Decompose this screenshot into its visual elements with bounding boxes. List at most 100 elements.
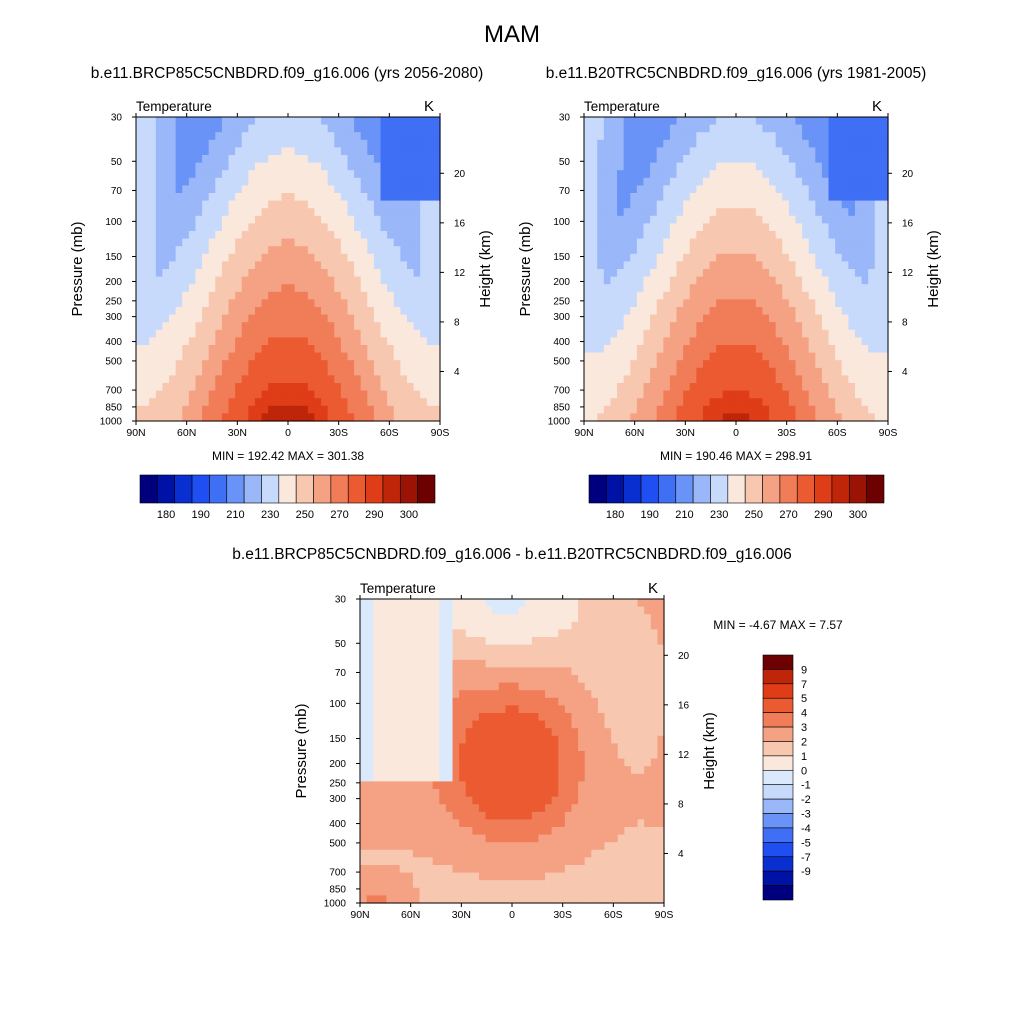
contour-cell — [281, 413, 288, 421]
contour-cell — [868, 201, 875, 209]
contour-cell — [578, 599, 585, 607]
contour-cell — [308, 322, 315, 330]
contour-cell — [374, 284, 381, 292]
contour-cell — [308, 163, 315, 171]
contour-cell — [275, 254, 282, 262]
contour-cell — [558, 683, 565, 691]
y-tick-label: 300 — [105, 312, 122, 323]
contour-cell — [367, 155, 374, 163]
contour-cell — [683, 284, 690, 292]
contour-cell — [202, 315, 209, 323]
contour-cell — [229, 147, 236, 155]
contour-cell — [855, 147, 862, 155]
contour-cell — [512, 781, 519, 789]
contour-cell — [637, 231, 644, 239]
contour-cell — [248, 353, 255, 361]
contour-cell — [321, 299, 328, 307]
contour-cell — [149, 201, 156, 209]
contour-cell — [347, 398, 354, 406]
contour-cell — [308, 155, 315, 163]
contour-cell — [591, 147, 598, 155]
contour-cell — [380, 645, 387, 653]
contour-field — [584, 117, 889, 422]
contour-cell — [413, 660, 420, 668]
contour-cell — [716, 246, 723, 254]
contour-cell — [229, 330, 236, 338]
contour-cell — [532, 652, 539, 660]
contour-cell — [486, 774, 493, 782]
contour-cell — [472, 728, 479, 736]
contour-cell — [736, 269, 743, 277]
contour-cell — [406, 736, 413, 744]
contour-cell — [499, 629, 506, 637]
contour-cell — [598, 637, 605, 645]
contour-cell — [842, 201, 849, 209]
contour-cell — [149, 246, 156, 254]
contour-cell — [802, 277, 809, 285]
contour-cell — [578, 622, 585, 630]
contour-cell — [868, 117, 875, 125]
contour-cell — [571, 781, 578, 789]
contour-cell — [710, 330, 717, 338]
contour-cell — [301, 223, 308, 231]
contour-cell — [386, 614, 393, 622]
contour-cell — [683, 299, 690, 307]
contour-cell — [334, 292, 341, 300]
contour-cell — [275, 163, 282, 171]
contour-cell — [624, 117, 631, 125]
contour-cell — [347, 375, 354, 383]
contour-cell — [202, 391, 209, 399]
contour-cell — [393, 675, 400, 683]
contour-cell — [875, 292, 882, 300]
contour-cell — [321, 269, 328, 277]
contour-cell — [156, 208, 163, 216]
contour-cell — [367, 201, 374, 209]
contour-cell — [446, 713, 453, 721]
contour-cell — [723, 216, 730, 224]
contour-cell — [393, 667, 400, 675]
contour-cell — [255, 223, 262, 231]
contour-cell — [736, 337, 743, 345]
contour-cell — [321, 398, 328, 406]
contour-cell — [597, 178, 604, 186]
contour-cell — [525, 667, 532, 675]
contour-cell — [703, 132, 710, 140]
contour-cell — [605, 759, 612, 767]
contour-cell — [169, 208, 176, 216]
contour-cell — [597, 170, 604, 178]
contour-cell — [466, 622, 473, 630]
contour-cell — [617, 201, 624, 209]
contour-cell — [782, 406, 789, 414]
contour-cell — [414, 315, 421, 323]
contour-cell — [571, 774, 578, 782]
contour-cell — [578, 652, 585, 660]
contour-cell — [420, 330, 427, 338]
contour-cell — [162, 375, 169, 383]
contour-cell — [855, 208, 862, 216]
contour-cell — [255, 398, 262, 406]
contour-cell — [690, 216, 697, 224]
contour-cell — [235, 132, 242, 140]
contour-cell — [176, 201, 183, 209]
contour-cell — [842, 391, 849, 399]
contour-cell — [657, 330, 664, 338]
contour-cell — [367, 147, 374, 155]
contour-cell — [829, 292, 836, 300]
contour-cell — [617, 299, 624, 307]
contour-cell — [650, 125, 657, 133]
contour-cell — [868, 239, 875, 247]
contour-cell — [638, 607, 645, 615]
contour-cell — [610, 261, 617, 269]
contour-cell — [407, 231, 414, 239]
contour-cell — [875, 201, 882, 209]
contour-cell — [453, 607, 460, 615]
contour-cell — [769, 216, 776, 224]
contour-cell — [862, 269, 869, 277]
contour-cell — [703, 125, 710, 133]
contour-cell — [584, 208, 591, 216]
contour-cell — [624, 781, 631, 789]
contour-cell — [176, 406, 183, 414]
contour-cell — [413, 789, 420, 797]
contour-cell — [202, 208, 209, 216]
contour-cell — [696, 254, 703, 262]
